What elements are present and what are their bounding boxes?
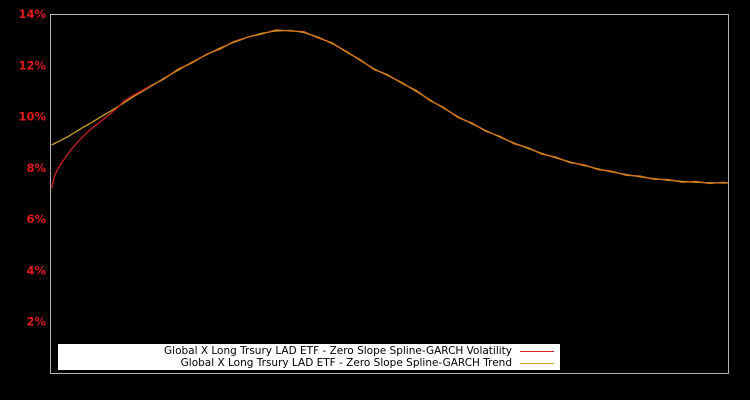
y-axis-tick-label: 8% <box>26 161 46 175</box>
y-axis-tick-label: 12% <box>18 58 46 72</box>
volatility-legend-label: Global X Long Trsury LAD ETF - Zero Slop… <box>164 345 512 357</box>
legend-entry-volatility: Global X Long Trsury LAD ETF - Zero Slop… <box>62 345 554 357</box>
y-axis-tick-label: 10% <box>18 110 46 124</box>
y-axis-tick-label: 14% <box>18 7 46 21</box>
plot-border <box>50 14 729 374</box>
trend-line-swatch <box>520 362 554 364</box>
volatility-line-swatch <box>520 350 554 352</box>
y-axis-tick-label: 2% <box>26 315 46 329</box>
legend-entry-trend: Global X Long Trsury LAD ETF - Zero Slop… <box>62 357 554 369</box>
trend-legend-label: Global X Long Trsury LAD ETF - Zero Slop… <box>180 357 512 369</box>
legend: Global X Long Trsury LAD ETF - Zero Slop… <box>58 344 560 370</box>
y-axis-tick-label: 6% <box>26 212 46 226</box>
y-axis-tick-label: 4% <box>26 263 46 277</box>
volatility-series-line <box>51 85 151 188</box>
trend-series-line <box>51 29 729 184</box>
volatility-trend-overlap-line <box>149 29 729 185</box>
